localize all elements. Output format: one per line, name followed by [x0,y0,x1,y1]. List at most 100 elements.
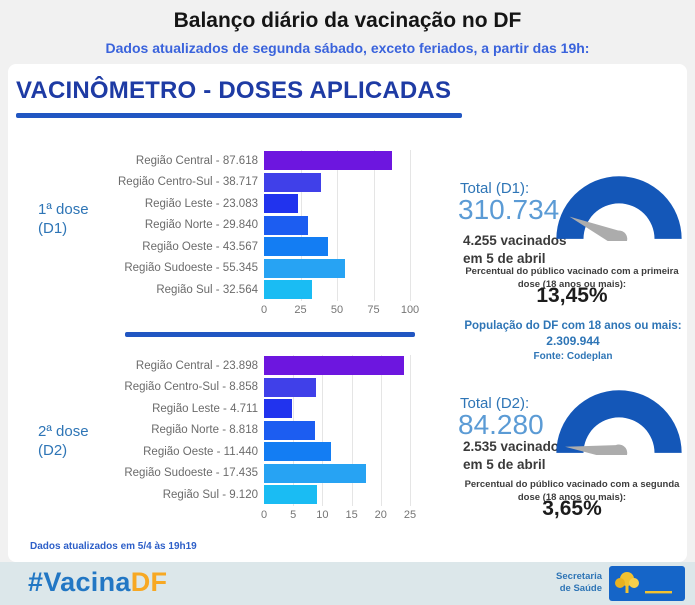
bar-região-norte[interactable] [264,215,308,235]
bar-label: Região Centro-Sul - 8.858 [124,381,258,394]
population-value: 2.309.944 [546,334,600,348]
dose1-daily-line2: em 5 de abril [463,251,546,266]
bar-label: Região Sul - 9.120 [162,488,258,501]
gdf-logo [609,566,685,601]
bar-label: Região Oeste - 11.440 [143,445,258,458]
dose1-x-axis: 0 25 50 75 100 [261,302,419,318]
dose2-bar-chart: Região Central - 23.898 Região Centro-Sul… [28,355,416,525]
hashtag-prefix: #Vacina [28,567,131,597]
bar-região-leste[interactable] [264,399,292,419]
hashtag-vacinadf: #VacinaDF [28,567,167,598]
gridline [322,355,324,506]
section-divider [125,332,415,337]
chart-row: Região Sul - 32.564 [28,279,412,301]
x-tick-label: 20 [374,509,387,521]
dose2-gauge-caption: Percentual do público vacinado com a seg… [464,479,680,503]
dose1-rows: Região Central - 87.618 Região Centro-Sul… [28,150,412,301]
bar-label: Região Sudoeste - 17.435 [124,467,258,480]
dose1-daily-line1: 4.255 vacinados [463,233,567,248]
hashtag-suffix: DF [130,567,168,597]
bar-label: Região Norte - 29.840 [144,219,258,232]
bar-label: Região Norte - 8.818 [151,424,258,437]
dose1-gauge-arc [556,176,682,239]
dose2-side-label: 2ª dose (D2) [38,422,89,460]
population-source: Fonte: Codeplan [533,351,613,362]
bar-track [264,151,410,171]
dose1-daily-note: 4.255 vacinados em 5 de abril [463,232,567,268]
dose2-gauge-value: 3,65% [542,497,602,520]
dose2-side-line1: 2ª dose [38,423,89,440]
x-tick-label: 75 [367,304,380,316]
dose1-side-line1: 1ª dose [38,201,89,218]
org-line2: de Saúde [559,582,602,594]
bar-região-sul[interactable] [264,485,318,505]
bar-região-oeste[interactable] [264,237,328,257]
bar-região-centro-sul[interactable] [264,377,316,397]
dose1-gauge [556,176,682,241]
bar-track [264,215,410,235]
bar-track [264,463,410,483]
page-subtitle: Dados atualizados de segunda sábado, exc… [105,40,590,56]
gridline [373,150,375,301]
chart-row: Região Norte - 8.818 [28,420,412,442]
org-line1: Secretaria [556,571,602,582]
bar-label: Região Leste - 4.711 [152,402,258,415]
chart-row: Região Sudoeste - 55.345 [28,258,412,280]
population-label: População do DF com 18 anos ou mais: [464,320,682,332]
chart-row: Região Central - 87.618 [28,150,412,172]
x-tick-label: 25 [294,304,307,316]
dose1-side-line2: (D1) [38,220,68,237]
bar-região-sudoeste[interactable] [264,258,345,278]
gridline [410,355,411,506]
bar-label: Região Sudoeste - 55.345 [124,262,258,275]
dose1-total-label: Total (D1): [460,180,530,197]
x-tick-label: 50 [330,304,344,316]
bar-label: Região Centro-Sul - 38.717 [118,176,258,189]
bar-região-centro-sul[interactable] [264,172,321,192]
bar-região-sudoeste[interactable] [264,463,366,483]
dose1-total-value: 310.734 [458,194,560,225]
vacinometro-card: VACINÔMETRO - DOSES APLICADAS 1ª dose (D… [8,64,687,562]
dose1-side-label: 1ª dose (D1) [38,200,89,238]
bar-região-oeste[interactable] [264,442,331,462]
bar-região-norte[interactable] [264,420,316,440]
dose1-gauge-value: 13,45% [536,284,608,307]
chart-row: Região Sudoeste - 17.435 [28,463,412,485]
bar-track [264,237,410,257]
dose1-gauge-caption: Percentual do público vacinado com a pri… [465,266,679,290]
chart-row: Região Norte - 29.840 [28,215,412,237]
card-title: VACINÔMETRO - DOSES APLICADAS [16,77,452,104]
title-underline [16,113,462,118]
bar-track [264,420,410,440]
bar-região-sul[interactable] [264,280,312,300]
bar-track [264,485,410,505]
population-block: População do DF com 18 anos ou mais: 2.3… [448,319,695,364]
dose2-gauge-arc [556,390,682,453]
dose2-total-label: Total (D2): [460,395,530,412]
chart-row: Região Centro-Sul - 38.717 [28,172,412,194]
bar-região-central[interactable] [264,151,392,171]
gdf-logo-tagline-bar [645,591,672,594]
x-tick-label: 10 [316,509,329,521]
bar-track [264,399,410,419]
secretaria-saude-label: Secretaria de Saúde [526,571,602,594]
chart-row: Região Leste - 4.711 [28,398,412,420]
dose2-x-axis: 0 5 10 15 20 25 [261,507,416,523]
footer-bar: #VacinaDF Secretaria de Saúde [0,562,695,605]
bar-região-central[interactable] [264,356,404,376]
bar-track [264,194,410,214]
bar-label: Região Sul - 32.564 [156,283,258,296]
bar-região-leste[interactable] [264,194,298,214]
dose1-gauge-needle [569,216,628,241]
x-tick-label: 100 [400,304,420,316]
bar-track [264,172,410,192]
page-title: Balanço diário da vacinação no DF [173,9,522,32]
bar-track [264,280,410,300]
dose2-gauge [556,390,682,455]
bar-track [264,442,410,462]
dose2-daily-note: 2.535 vacinados em 5 de abril [463,438,567,474]
x-tick-label: 25 [403,509,417,521]
chart-row: Região Central - 23.898 [28,355,412,377]
bar-track [264,377,410,397]
